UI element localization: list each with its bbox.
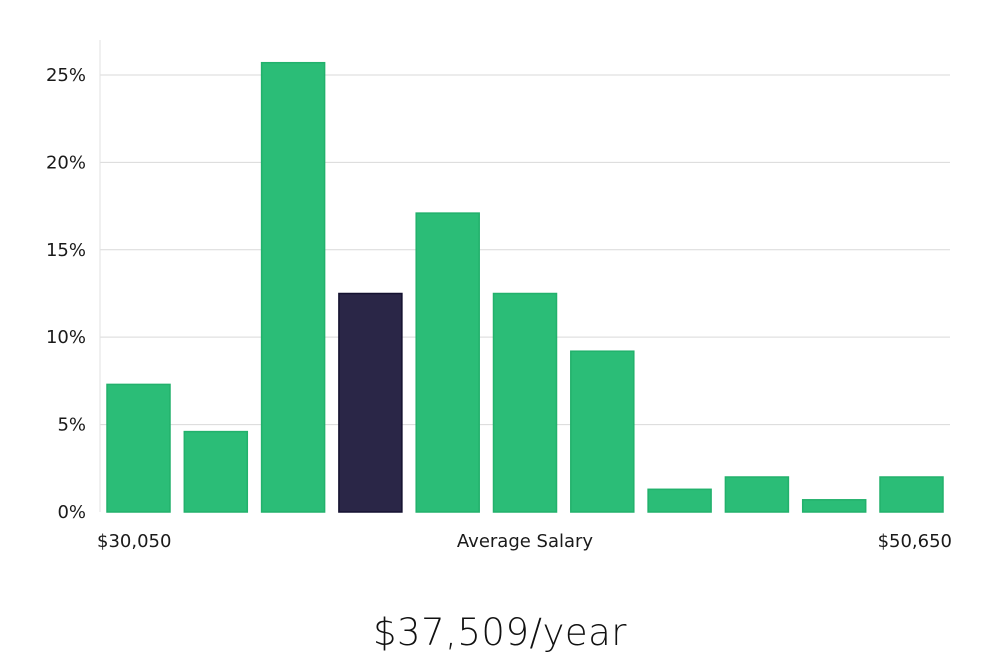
- chart-svg: 0%5%10%15%20%25% $30,050 Average Salary …: [46, 40, 952, 552]
- bar: [415, 212, 480, 513]
- x-max-label: $50,650: [878, 531, 952, 552]
- y-tick-label: 20%: [46, 152, 86, 173]
- y-tick-label: 10%: [46, 327, 86, 348]
- y-tick-label: 5%: [57, 415, 86, 436]
- bar: [492, 292, 558, 513]
- bar: [183, 430, 249, 513]
- bar-highlighted: [338, 292, 403, 513]
- bar: [879, 476, 944, 513]
- bar: [801, 499, 867, 513]
- y-tick-label: 15%: [46, 240, 86, 261]
- bar: [570, 350, 635, 513]
- y-tick-label: 25%: [46, 65, 86, 86]
- bar: [724, 476, 790, 513]
- bar: [260, 61, 326, 513]
- bar: [106, 383, 171, 513]
- average-salary-value: $37,509/year: [372, 611, 627, 654]
- bar: [647, 488, 712, 513]
- y-tick-label: 0%: [57, 502, 86, 523]
- bars: [106, 61, 944, 513]
- x-min-label: $30,050: [97, 531, 171, 552]
- gridlines: [100, 74, 950, 426]
- x-axis-title: Average Salary: [457, 531, 594, 552]
- y-tick-labels: 0% 5% 10% 15% 20% 25%: [46, 65, 86, 523]
